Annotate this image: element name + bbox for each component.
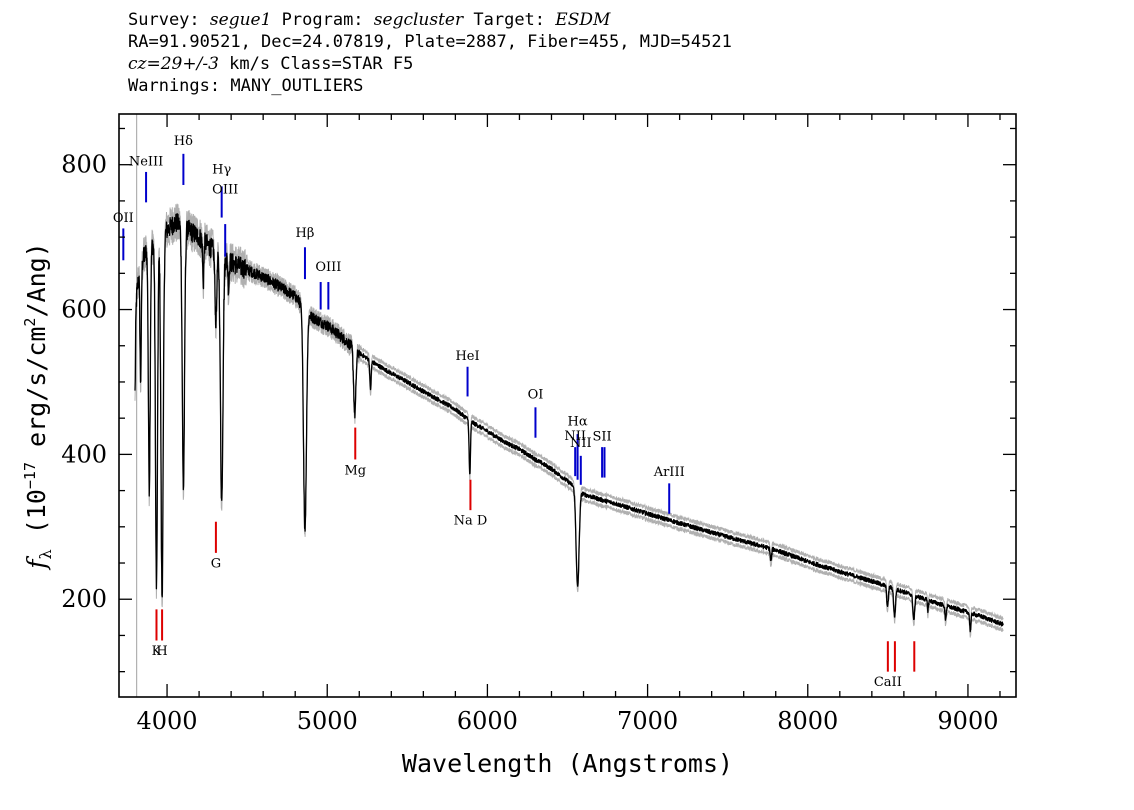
survey-value: segue1 <box>209 10 272 30</box>
y-axis-title-lambda: λ <box>36 549 55 559</box>
line-label: HeI <box>455 349 479 364</box>
redshift-value: cz=29+/-3 <box>128 54 219 74</box>
program-value: segcluster <box>373 10 464 30</box>
x-tick-label: 4000 <box>137 707 198 735</box>
line-label: Hγ <box>212 162 231 177</box>
line-label: Hδ <box>174 134 193 149</box>
plot-frame <box>118 113 1017 698</box>
line-label: NII <box>564 429 586 444</box>
line-label: OIII <box>315 260 341 275</box>
line-label: G <box>211 556 221 571</box>
axes: 4000 5000 6000 7000 8000 9000 200 400 600 800 <box>61 113 1017 735</box>
x-tick-label: 6000 <box>457 707 518 735</box>
line-label: H <box>156 644 167 659</box>
class-value: km/s Class=STAR F5 <box>218 54 414 74</box>
spectrum-header: Survey: segue1 Program: segcluster Targe… <box>128 9 732 97</box>
target-value: ESDM <box>555 10 611 30</box>
spectrum-line <box>134 213 1004 633</box>
y-tick-label: 200 <box>61 585 107 613</box>
y-tick-label: 800 <box>61 151 107 179</box>
header-line-redshift: cz=29+/-3 km/s Class=STAR F5 <box>128 53 732 75</box>
program-label: Program: <box>281 10 364 30</box>
x-tick-label: 9000 <box>937 707 998 735</box>
noise-band <box>134 114 1004 697</box>
line-label: Mg <box>344 464 366 479</box>
y-axis-title-f: f <box>22 556 51 571</box>
line-label: CaII <box>874 675 902 690</box>
y-axis-title-exp2: 2 <box>21 318 39 327</box>
line-label: Hβ <box>296 226 315 241</box>
line-label: ArIII <box>653 465 685 480</box>
line-label: OIII <box>212 183 238 198</box>
header-line-coords: RA=91.90521, Dec=24.07819, Plate=2887, F… <box>128 32 732 52</box>
noise-lower-line <box>134 223 1004 638</box>
y-tick-label: 600 <box>61 296 107 324</box>
y-axis-title-exp1: −17 <box>21 462 39 489</box>
header-line-warnings: Warnings: MANY_OUTLIERS <box>128 76 364 96</box>
line-label: SII <box>593 430 612 445</box>
x-tick-label: 7000 <box>617 707 678 735</box>
spectrum-line-group <box>134 213 1004 633</box>
line-label: Na D <box>454 514 488 529</box>
survey-label: Survey: <box>128 10 200 30</box>
line-label: OI <box>528 388 544 403</box>
y-axis-title-post: /Ang) <box>22 242 51 317</box>
y-axis-title-mid: erg/s/cm <box>22 327 51 462</box>
y-axis-title: fλ (10−17 erg/s/cm2/Ang) <box>21 242 55 570</box>
y-tick-label: 400 <box>61 440 107 468</box>
x-tick-label: 5000 <box>297 707 358 735</box>
y-axis-title-pre: (10 <box>22 489 51 549</box>
line-label: K <box>152 644 162 659</box>
x-tick-label: 8000 <box>777 707 838 735</box>
target-label: Target: <box>473 10 546 30</box>
line-label: OII <box>113 211 134 226</box>
line-label: NII <box>570 436 592 451</box>
header-line-survey: Survey: segue1 Program: segcluster Targe… <box>128 9 732 31</box>
x-axis-title: Wavelength (Angstroms) <box>402 749 733 778</box>
line-label: NeIII <box>129 154 163 169</box>
line-label: Hα <box>568 414 588 429</box>
